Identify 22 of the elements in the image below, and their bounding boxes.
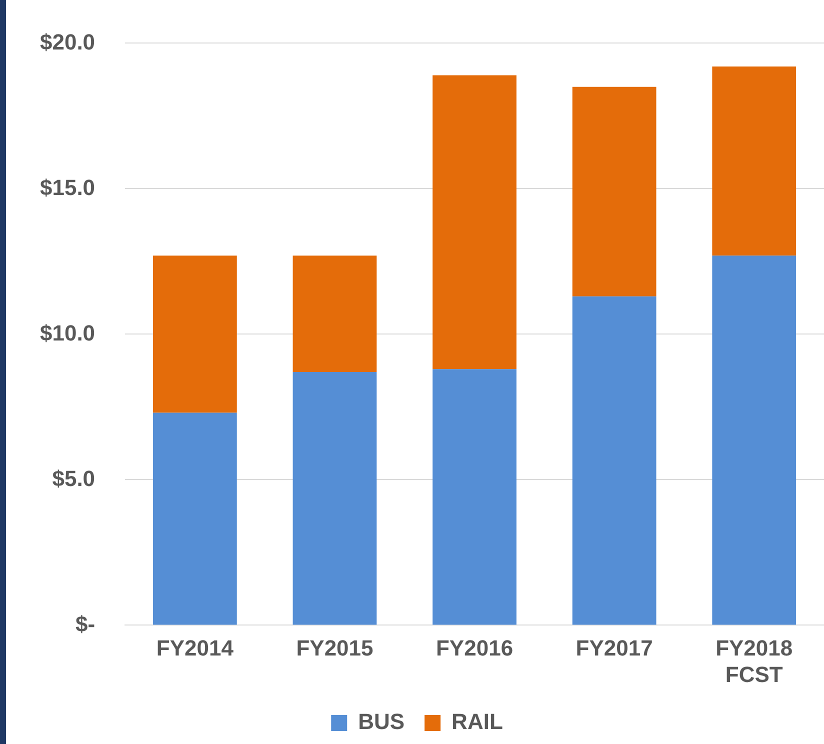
y-tick-label: $5.0 [52, 466, 96, 491]
x-tick-label: FY2017 [576, 635, 653, 660]
bar [572, 296, 656, 625]
y-tick-label: $10.0 [40, 320, 96, 346]
y-tick-label: $15.0 [40, 174, 96, 200]
bar [153, 412, 237, 625]
x-tick-label: FY2015 [296, 635, 374, 660]
bar [292, 372, 377, 625]
bar [712, 66, 796, 256]
bar [432, 369, 516, 625]
bar [292, 256, 377, 372]
bar [712, 256, 796, 625]
bar [432, 75, 516, 370]
y-tick-label: $- [75, 611, 96, 636]
y-tick-label: $20.0 [40, 29, 96, 54]
legend-label: BUS [358, 709, 405, 734]
legend-label: RAIL [452, 709, 503, 734]
x-tick-label: FY2018 FCST [716, 635, 793, 687]
x-tick-label: FY2014 [156, 635, 234, 660]
x-tick-label: FY2016 [436, 635, 514, 660]
bar [153, 256, 237, 413]
bar [572, 86, 656, 296]
